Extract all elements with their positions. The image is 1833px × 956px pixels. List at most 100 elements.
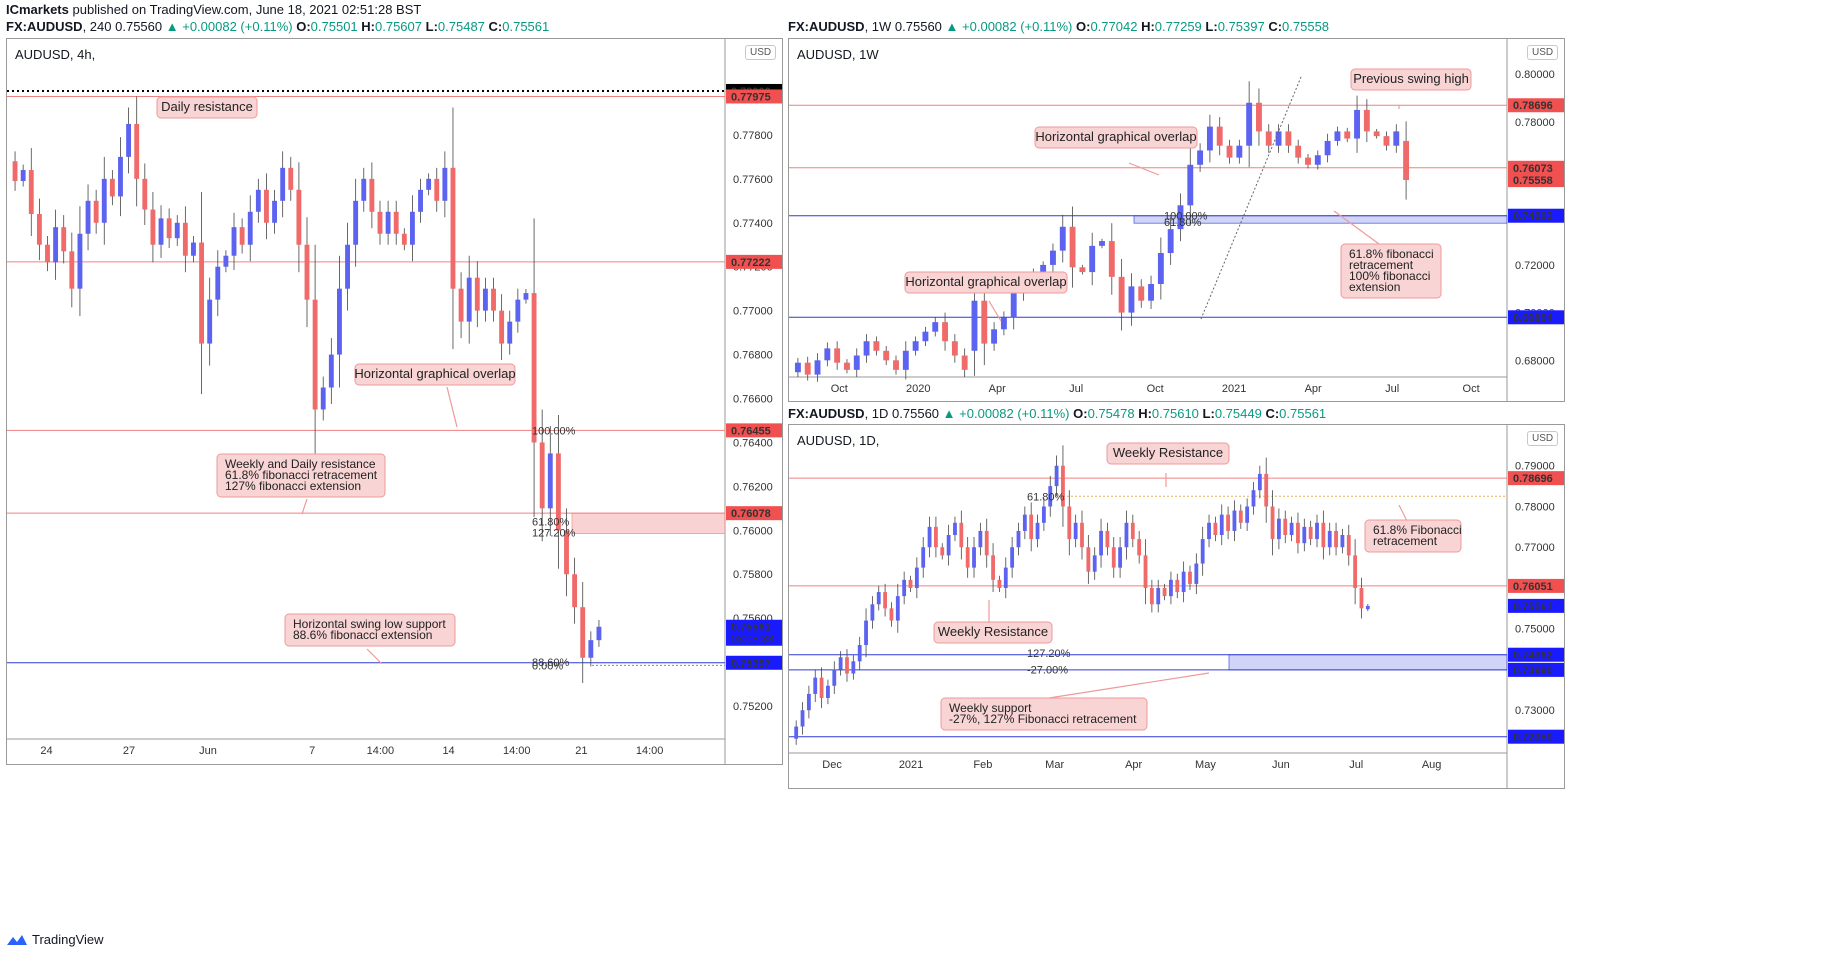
candle-body <box>927 526 932 548</box>
candle-body <box>572 574 578 608</box>
fib-label: 100.00% <box>1164 210 1208 222</box>
y-tick-label: 0.77000 <box>1515 542 1555 554</box>
candle-body <box>1245 506 1250 523</box>
y-tick-label: 0.76400 <box>733 437 773 449</box>
chart-panel-1w[interactable]: 0.800000.780000.760000.740000.720000.700… <box>788 38 1565 402</box>
chart-svg-1d[interactable]: 0.790000.780000.770000.760000.750000.740… <box>789 425 1564 788</box>
candle-body <box>215 266 221 300</box>
price-label: 0.74362 <box>1513 650 1553 662</box>
candle-body <box>264 189 269 223</box>
candle-body <box>320 387 326 410</box>
price-label-bg <box>1508 310 1564 325</box>
chart-svg-1w[interactable]: 0.800000.780000.760000.740000.720000.700… <box>789 39 1564 401</box>
candle-body <box>853 355 860 370</box>
chart-panel-1d[interactable]: 0.790000.780000.770000.760000.750000.740… <box>788 424 1565 789</box>
candle-body <box>1073 522 1078 540</box>
y-tick-label: 0.76800 <box>733 350 773 362</box>
candle-body <box>1099 241 1105 246</box>
price-label-bg <box>1508 647 1564 662</box>
currency-badge-1d[interactable]: USD <box>1527 431 1559 446</box>
y-tick-label: 0.76000 <box>733 525 773 537</box>
candle-body <box>1363 109 1370 132</box>
price-label-bg <box>1508 471 1564 486</box>
annotation-text: Weekly Resistance <box>1113 445 1223 460</box>
candle-body <box>288 167 294 190</box>
x-tick-label: Jun <box>1272 759 1290 771</box>
candle-body <box>1359 587 1364 609</box>
y-tick-label: 0.79000 <box>1515 461 1555 473</box>
candle-body <box>922 331 929 342</box>
annotation-text: 61.8% fibonacci retracement <box>225 468 378 482</box>
publisher-line: ICmarkets published on TradingView.com, … <box>6 2 421 17</box>
candle-body <box>28 170 34 214</box>
candle-body <box>69 251 75 289</box>
tl-low: 0.75397 <box>1217 19 1265 34</box>
candle-body <box>1246 102 1253 146</box>
annotation-pointer <box>301 498 308 515</box>
candle-body <box>991 555 995 580</box>
candle-body <box>1050 250 1056 265</box>
price-label: 0.72350 <box>1513 732 1553 744</box>
candle-body <box>12 161 18 182</box>
x-tick-label: 7 <box>309 745 315 757</box>
candle-body <box>280 167 286 201</box>
candle-body <box>851 661 856 674</box>
candle-body <box>1327 530 1332 548</box>
annotation-text: Daily resistance <box>161 99 253 114</box>
candle-body <box>531 293 537 443</box>
candle-body <box>946 535 951 556</box>
candle-body <box>596 626 602 641</box>
candle-body <box>1169 579 1173 597</box>
y-tick-label: 0.75200 <box>733 701 773 713</box>
annotation-text: retracement <box>1349 258 1414 272</box>
candle-body <box>800 710 805 727</box>
currency-badge-1w[interactable]: USD <box>1527 45 1559 60</box>
chart-svg-4h[interactable]: 0.778000.776000.774000.772000.770000.768… <box>7 39 782 764</box>
candle-body <box>961 355 968 370</box>
candle-body <box>1275 131 1282 146</box>
candle-body <box>902 579 907 597</box>
candle-body <box>902 350 909 370</box>
candle-body <box>981 300 988 344</box>
annotation-text: 61.8% Fibonacci <box>1373 523 1462 537</box>
tl-change: ▲ +0.00082 (+0.11%) <box>945 19 1073 34</box>
candle-body <box>580 607 586 658</box>
candle-body <box>1188 571 1192 584</box>
annotation-text: Weekly Resistance <box>938 624 1048 639</box>
tl-low: 0.75449 <box>1214 406 1262 421</box>
candle-body <box>1302 526 1307 544</box>
annotation-text: 127% fibonacci extension <box>225 479 361 493</box>
candle-body <box>1041 506 1046 523</box>
candle-body <box>984 530 989 556</box>
candle-body <box>442 167 448 201</box>
tl-symbol: FX:AUDUSD <box>6 19 83 34</box>
tl-interval: 240 <box>89 19 112 34</box>
candle-body <box>1295 145 1302 158</box>
fib-label: -27.00% <box>1027 664 1068 676</box>
candle-body <box>45 244 50 263</box>
price-label-bg <box>726 423 782 438</box>
candle-body <box>895 596 900 621</box>
tl-high: 0.75607 <box>375 19 422 34</box>
candle-body <box>889 608 894 621</box>
candle-body <box>1226 514 1230 531</box>
currency-badge-4h[interactable]: USD <box>745 45 777 60</box>
annotation-text: -27%, 127% Fibonacci retracement <box>949 712 1137 726</box>
candle-body <box>328 354 334 388</box>
chart-panel-4h[interactable]: 0.778000.776000.774000.772000.770000.768… <box>6 38 783 765</box>
price-label: 0.76455 <box>731 425 771 437</box>
candle-body <box>393 211 399 234</box>
chart-symbol-1d: AUDUSD, 1D, <box>797 433 880 448</box>
price-label-bg <box>1508 729 1564 744</box>
annotation-box <box>933 621 1053 644</box>
tl-open: 0.75478 <box>1087 406 1135 421</box>
tl-close: 0.75560 <box>892 406 940 421</box>
candle-body <box>838 657 843 670</box>
tradingview-logo-icon <box>7 934 27 945</box>
candle-body <box>61 227 67 252</box>
candle-body <box>921 547 926 568</box>
tradingview-branding[interactable]: TradingView <box>6 932 104 947</box>
tl-close: 0.75560 <box>115 19 163 34</box>
candle-body <box>109 178 115 197</box>
candle-body <box>959 522 964 548</box>
